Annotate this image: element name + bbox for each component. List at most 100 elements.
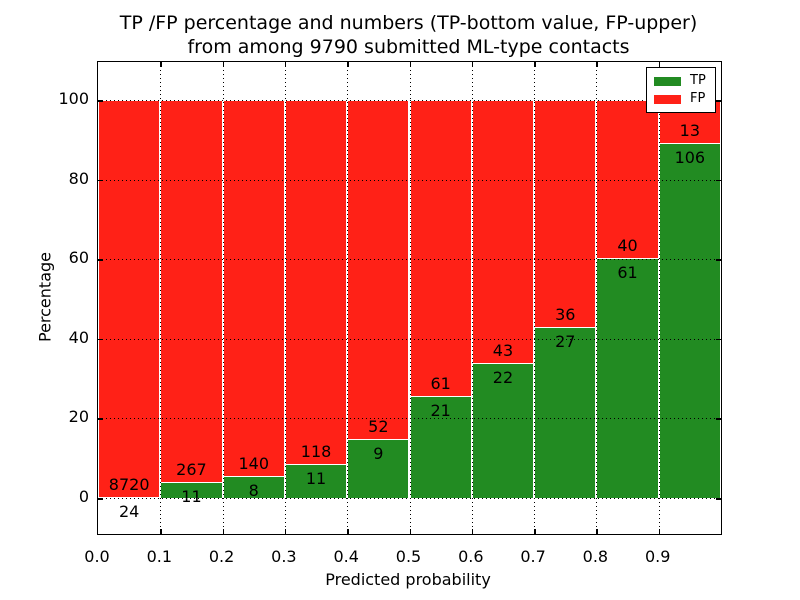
y-tick-mark: [716, 100, 721, 102]
bar-segment-tp: [409, 396, 472, 498]
fp-count-label: 52: [368, 417, 389, 437]
bar-segment-fp: [534, 100, 597, 328]
gridline-vertical: [409, 62, 411, 534]
chart-title-line-1: TP /FP percentage and numbers (TP-bottom…: [119, 12, 698, 34]
x-tick-label: 0.8: [582, 547, 609, 566]
fp-count-label: 40: [617, 235, 638, 255]
y-tick-label: 60: [68, 248, 89, 268]
x-tick-mark: [284, 529, 287, 534]
x-tick-mark: [347, 62, 349, 67]
x-tick-mark: [222, 529, 225, 534]
gridline-vertical: [160, 62, 162, 534]
x-tick-mark: [222, 62, 225, 67]
plot-area: TP FP 8720 24 267 11 140 8 118 11 52 9 61 21 43 22 36 2…: [97, 61, 722, 535]
tp-count-label: 11: [305, 469, 327, 489]
legend-entry-tp: TP: [654, 74, 715, 88]
x-tick-label: 0.4: [333, 547, 359, 566]
y-tick-mark: [716, 179, 721, 182]
x-tick-mark: [284, 62, 287, 67]
bar-segment-tp: [284, 464, 348, 498]
tp-count-label: 11: [181, 487, 202, 507]
gridline-vertical: [534, 62, 536, 534]
y-tick-label: 40: [68, 327, 89, 347]
fp-count-label: 8720: [108, 474, 150, 494]
tp-count-label: 27: [555, 332, 576, 352]
x-tick-label: 0.7: [520, 547, 546, 566]
tp-count-label: 21: [430, 401, 451, 421]
legend-entry-fp: FP: [654, 92, 715, 106]
x-tick-mark: [409, 529, 411, 534]
y-tick-mark: [716, 498, 721, 500]
bar-segment-fp: [160, 100, 223, 483]
y-tick-mark: [98, 418, 103, 420]
fp-color-swatch: [654, 94, 681, 104]
fp-count-label: 140: [238, 454, 270, 474]
bar-segment-fp: [596, 100, 659, 258]
gridline-vertical: [284, 62, 286, 534]
x-tick-label: 0.2: [208, 547, 235, 566]
tp-count-label: 24: [118, 501, 140, 521]
legend-label-fp: FP: [690, 91, 706, 106]
x-tick-label: 0.9: [644, 547, 671, 566]
y-tick-label: 100: [58, 89, 89, 108]
y-tick-mark: [98, 100, 103, 102]
bar-segment-fp: [409, 100, 472, 397]
fp-count-label: 267: [176, 460, 207, 480]
chart-title-line-2: from among 9790 submitted ML-type contac…: [187, 36, 630, 58]
bar-segment-fp: [284, 100, 348, 465]
gridline-vertical: [596, 62, 598, 534]
x-tick-mark: [658, 62, 661, 67]
tp-count-label: 61: [617, 262, 638, 282]
x-tick-mark: [534, 62, 536, 67]
gridline-vertical: [222, 62, 224, 534]
x-tick-label: 0.1: [146, 547, 173, 566]
tp-color-swatch: [654, 76, 681, 86]
gridline-vertical: [658, 62, 660, 534]
fp-count-label: 118: [300, 442, 332, 462]
bar-segment-fp: [222, 100, 285, 477]
x-tick-mark: [160, 529, 162, 534]
tp-count-label: 106: [674, 148, 706, 168]
x-tick-label: 0.3: [271, 547, 297, 566]
y-tick-mark: [98, 179, 103, 182]
y-tick-mark: [716, 418, 721, 420]
tp-count-label: 9: [373, 444, 384, 464]
x-tick-mark: [596, 529, 598, 534]
gridline-vertical: [471, 62, 473, 534]
x-tick-mark: [596, 62, 598, 67]
x-tick-label: 0.5: [395, 547, 422, 566]
bar-segment-tp: [98, 496, 161, 498]
fp-count-label: 43: [492, 341, 514, 361]
x-tick-mark: [347, 529, 349, 534]
x-tick-mark: [471, 529, 474, 534]
y-tick-mark: [98, 338, 103, 341]
x-tick-label: 0.6: [458, 547, 484, 566]
bar-segment-tp: [534, 327, 597, 498]
x-tick-label: 0.0: [84, 547, 110, 566]
x-tick-mark: [160, 62, 162, 67]
bar-segment-tp: [658, 143, 721, 498]
bar-segment-fp: [98, 100, 161, 497]
bar-segment-tp: [347, 439, 410, 498]
x-tick-mark: [534, 529, 536, 534]
x-tick-mark: [409, 62, 411, 67]
y-tick-mark: [98, 498, 103, 500]
fp-count-label: 61: [430, 374, 451, 394]
x-axis-label: Predicted probability: [325, 570, 491, 589]
gridline-vertical: [347, 62, 349, 534]
x-tick-mark: [658, 529, 661, 534]
y-tick-mark: [716, 338, 721, 341]
y-tick-label: 0: [78, 487, 89, 506]
bar-segment-tp: [471, 363, 535, 498]
y-tick-mark: [716, 259, 721, 261]
y-tick-label: 20: [68, 407, 89, 427]
fp-count-label: 13: [679, 121, 701, 141]
x-tick-mark: [471, 62, 474, 67]
tp-count-label: 8: [248, 481, 259, 501]
bar-segment-fp: [471, 100, 535, 364]
y-tick-mark: [98, 259, 103, 261]
legend-label-tp: TP: [690, 73, 706, 88]
bar-segment-tp: [596, 257, 659, 498]
fp-count-label: 36: [555, 305, 576, 325]
